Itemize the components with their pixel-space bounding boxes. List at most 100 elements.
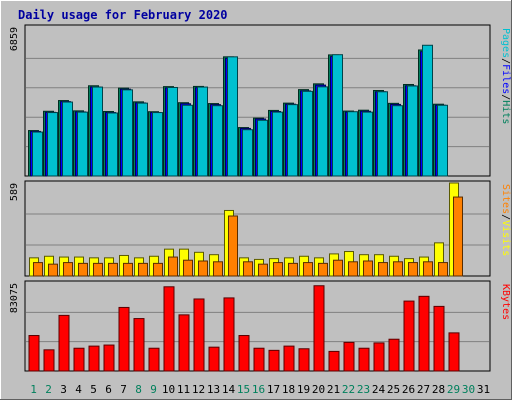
bar-kbytes-day-11 [178, 314, 190, 372]
bar-kbytes-day-21 [328, 350, 340, 372]
series-label-visits: Visits [500, 220, 511, 256]
day-label-7: 7 [120, 383, 127, 396]
chart-title: Daily usage for February 2020 [18, 8, 228, 22]
bar-kbytes-day-15 [238, 335, 250, 372]
label-separator: / [500, 58, 511, 64]
day-label-6: 6 [105, 383, 112, 396]
bar-sites-day-13 [213, 261, 223, 277]
bar-pages-day-21 [332, 54, 343, 177]
bar-sites-day-29 [453, 196, 463, 277]
bar-pages-day-19 [302, 90, 313, 177]
bar-kbytes-day-19 [298, 348, 310, 372]
day-label-28: 28 [432, 383, 445, 396]
bar-pages-day-10 [167, 86, 178, 177]
bar-sites-day-12 [198, 260, 208, 277]
day-label-15: 15 [237, 383, 250, 396]
bar-kbytes-day-28 [433, 305, 445, 372]
day-label-8: 8 [135, 383, 142, 396]
bar-pages-day-18 [287, 104, 298, 177]
bar-sites-day-5 [93, 262, 103, 277]
bar-pages-day-13 [212, 105, 223, 177]
bar-sites-day-7 [123, 262, 133, 277]
day-label-3: 3 [60, 383, 67, 396]
y-series-label: Sites/Visits [500, 184, 511, 256]
day-label-23: 23 [357, 383, 370, 396]
y-max-label: 6859 [9, 27, 20, 51]
day-label-20: 20 [312, 383, 325, 396]
bar-pages-day-9 [152, 112, 163, 177]
bar-sites-day-15 [243, 261, 253, 277]
bar-pages-day-22 [347, 111, 358, 177]
bar-pages-day-15 [242, 129, 253, 177]
day-label-19: 19 [297, 383, 310, 396]
bar-kbytes-day-17 [268, 349, 280, 372]
bar-kbytes-day-3 [58, 314, 70, 372]
bar-pages-day-7 [122, 89, 133, 177]
bar-kbytes-day-2 [43, 349, 55, 372]
day-label-2: 2 [45, 383, 52, 396]
bar-kbytes-day-22 [343, 341, 355, 372]
bar-sites-day-20 [318, 262, 328, 277]
bar-pages-day-23 [362, 111, 373, 177]
bar-sites-day-3 [63, 262, 73, 277]
bar-pages-day-11 [182, 104, 193, 177]
bar-pages-day-27 [422, 44, 433, 177]
day-label-4: 4 [75, 383, 82, 396]
bar-pages-day-2 [47, 112, 58, 177]
y-series-label: Pages/Files/Hits [500, 28, 511, 124]
bar-kbytes-day-25 [388, 338, 400, 372]
bar-kbytes-day-8 [133, 318, 145, 372]
bar-sites-day-1 [33, 262, 43, 277]
bar-pages-day-24 [377, 91, 388, 177]
day-label-26: 26 [402, 383, 415, 396]
bar-kbytes-day-20 [313, 285, 325, 372]
bar-sites-day-24 [378, 262, 388, 277]
day-label-10: 10 [162, 383, 175, 396]
y-series-label: KBytes [500, 284, 511, 320]
bar-sites-day-22 [348, 261, 358, 277]
series-label-files: Files [500, 64, 511, 94]
bar-kbytes-day-24 [373, 342, 385, 372]
bar-pages-day-5 [92, 86, 103, 177]
day-label-25: 25 [387, 383, 400, 396]
bar-sites-day-11 [183, 259, 193, 277]
bar-pages-day-1 [32, 131, 43, 177]
bar-kbytes-day-27 [418, 295, 430, 372]
bar-kbytes-day-10 [163, 286, 175, 372]
bar-kbytes-day-4 [73, 347, 85, 372]
bar-pages-day-12 [197, 86, 208, 177]
bar-kbytes-day-9 [148, 347, 160, 372]
day-label-11: 11 [177, 383, 190, 396]
bar-sites-day-28 [438, 262, 448, 277]
label-separator: / [500, 214, 511, 220]
bar-kbytes-day-18 [283, 345, 295, 372]
day-label-22: 22 [342, 383, 355, 396]
bar-sites-day-4 [78, 262, 88, 277]
day-label-5: 5 [90, 383, 97, 396]
bar-kbytes-day-6 [103, 344, 115, 372]
day-label-24: 24 [372, 383, 386, 396]
bar-sites-day-17 [273, 262, 283, 277]
bar-sites-day-19 [303, 262, 313, 277]
day-label-21: 21 [327, 383, 340, 396]
bar-kbytes-day-13 [208, 346, 220, 372]
day-label-12: 12 [192, 383, 205, 396]
y-max-label: 589 [9, 183, 20, 201]
bar-pages-day-8 [137, 102, 148, 177]
bar-kbytes-day-29 [448, 332, 460, 372]
bar-kbytes-day-23 [358, 347, 370, 372]
day-axis-labels: 1 2 3 4 5 6 7 8 9 10 11 12 13 14 15 16 17 18 19 20 21 22 23 24 2… [30, 383, 490, 396]
bar-pages-day-16 [257, 119, 268, 177]
bar-pages-day-25 [392, 105, 403, 177]
bar-pages-day-6 [107, 112, 118, 177]
bar-pages-day-17 [272, 111, 283, 177]
series-label-pages: Pages [500, 28, 511, 58]
bar-kbytes-day-1 [28, 335, 40, 372]
series-label-sites: Sites [500, 184, 511, 214]
bar-kbytes-day-5 [88, 345, 100, 372]
bar-sites-day-21 [333, 259, 343, 277]
bar-sites-day-10 [168, 256, 178, 277]
day-label-27: 27 [417, 383, 430, 396]
bar-kbytes-day-26 [403, 300, 415, 372]
